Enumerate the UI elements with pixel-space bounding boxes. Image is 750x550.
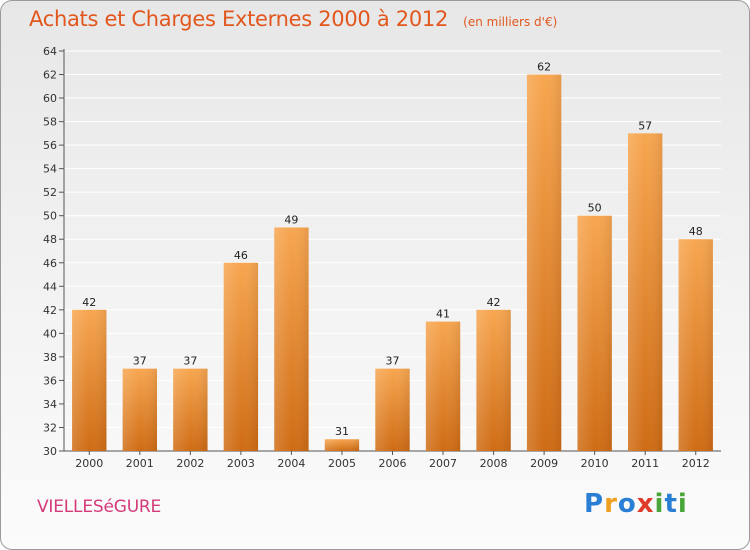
data-label-2012: 48 xyxy=(689,225,703,238)
data-label-2000: 42 xyxy=(82,296,96,309)
bar-shine-2004 xyxy=(274,227,309,451)
x-tick-label-2004: 2004 xyxy=(277,457,305,470)
x-tick-label-2010: 2010 xyxy=(581,457,609,470)
x-tick-label-2000: 2000 xyxy=(75,457,103,470)
bar-shine-2003 xyxy=(223,262,259,451)
data-label-2006: 37 xyxy=(386,355,400,368)
logo-letter: x xyxy=(636,489,655,519)
proxiti-logo: Proxiti xyxy=(584,489,688,519)
commune-name: VIELLESéGURE xyxy=(37,497,162,517)
logo-letter: i xyxy=(677,489,688,519)
y-tick-label: 42 xyxy=(43,304,57,317)
y-tick-label: 62 xyxy=(43,69,57,82)
data-label-2002: 37 xyxy=(183,355,197,368)
y-tick-label: 52 xyxy=(43,186,57,199)
y-tick-label: 40 xyxy=(43,327,57,340)
chart-title: Achats et Charges Externes 2000 à 2012 (… xyxy=(29,7,557,31)
y-tick-label: 34 xyxy=(43,398,57,411)
x-tick-label-2003: 2003 xyxy=(227,457,255,470)
data-label-2004: 49 xyxy=(284,213,298,226)
y-tick-label: 46 xyxy=(43,257,57,270)
bar-shine-2006 xyxy=(375,368,410,451)
data-label-2010: 50 xyxy=(588,202,602,215)
y-tick-label: 32 xyxy=(43,421,57,434)
logo-letter: P xyxy=(584,489,605,519)
bar-shine-2012 xyxy=(678,239,713,451)
y-tick-label: 56 xyxy=(43,139,57,152)
data-label-2001: 37 xyxy=(133,355,147,368)
x-tick-label-2002: 2002 xyxy=(176,457,204,470)
y-tick-label: 30 xyxy=(43,445,57,458)
bar-shine-2008 xyxy=(476,309,511,451)
y-tick-label: 44 xyxy=(43,280,57,293)
data-label-2005: 31 xyxy=(335,425,349,438)
chart-title-unit: (en milliers d'€) xyxy=(463,15,558,29)
bar-shine-2007 xyxy=(425,321,461,451)
y-tick-label: 54 xyxy=(43,163,57,176)
bar-shine-2005 xyxy=(324,439,360,451)
bars xyxy=(72,74,713,451)
y-tick-label: 60 xyxy=(43,92,57,105)
x-tick-label-2001: 2001 xyxy=(126,457,154,470)
x-tick-label-2011: 2011 xyxy=(631,457,659,470)
data-label-2008: 42 xyxy=(487,296,501,309)
bar-shine-2000 xyxy=(72,309,107,451)
logo-letter: i xyxy=(654,489,665,519)
chart-title-main: Achats et Charges Externes 2000 à 2012 xyxy=(29,7,449,31)
bar-shine-2011 xyxy=(628,133,663,451)
x-tick-label-2008: 2008 xyxy=(480,457,508,470)
bar-shine-2010 xyxy=(577,215,612,451)
x-tick-label-2005: 2005 xyxy=(328,457,356,470)
x-tick-label-2012: 2012 xyxy=(682,457,710,470)
y-tick-label: 50 xyxy=(43,210,57,223)
bar-shine-2001 xyxy=(122,368,157,451)
y-tick-label: 64 xyxy=(43,45,57,58)
y-tick-label: 38 xyxy=(43,351,57,364)
x-tick-label-2006: 2006 xyxy=(379,457,407,470)
x-tick-label-2009: 2009 xyxy=(530,457,558,470)
data-label-2003: 46 xyxy=(234,249,248,262)
logo-letter: o xyxy=(617,489,637,519)
y-tick-label: 48 xyxy=(43,233,57,246)
y-tick-label: 36 xyxy=(43,374,57,387)
labels: 42 2000 37 2001 37 2002 46 2003 49 2004 31 2005 37 20… xyxy=(75,61,709,470)
x-tick-label-2007: 2007 xyxy=(429,457,457,470)
y-tick-label: 58 xyxy=(43,116,57,129)
bar-shine-2002 xyxy=(173,368,208,451)
logo-letter: r xyxy=(604,489,618,519)
bar-shine-2009 xyxy=(526,74,562,451)
data-label-2009: 62 xyxy=(537,61,551,74)
logo-letter: t xyxy=(664,489,678,519)
data-label-2007: 41 xyxy=(436,308,450,321)
data-label-2011: 57 xyxy=(638,119,652,132)
